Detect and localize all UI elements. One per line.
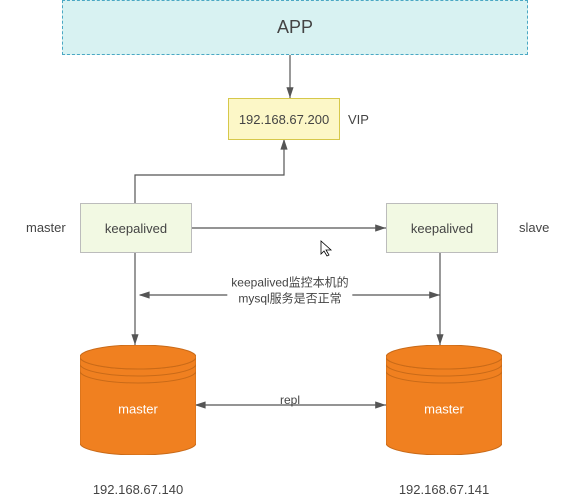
- monitor-line1: keepalived监控本机的: [231, 275, 348, 291]
- db-left-cylinder: master: [80, 345, 196, 455]
- monitor-edge-label: keepalived监控本机的 mysql服务是否正常: [227, 275, 352, 306]
- ip-right-label: 192.168.67.141: [399, 482, 489, 497]
- cylinder-icon: [80, 345, 196, 455]
- monitor-line2: mysql服务是否正常: [231, 291, 348, 307]
- diagram-canvas: APP 192.168.67.200 keepalived keepalived…: [0, 0, 586, 500]
- vip-label: 192.168.67.200: [239, 112, 329, 127]
- db-right-cylinder: master: [386, 345, 502, 455]
- repl-edge-label: repl: [276, 393, 304, 407]
- edge-vip_to_keepalived_left: [135, 140, 284, 203]
- vip-box: 192.168.67.200: [228, 98, 340, 140]
- vip-side-label: VIP: [348, 112, 369, 127]
- db-right-label: master: [424, 401, 464, 416]
- master-side-label: master: [26, 220, 66, 235]
- keepalived-left-box: keepalived: [80, 203, 192, 253]
- slave-side-label: slave: [519, 220, 549, 235]
- db-left-label: master: [118, 401, 158, 416]
- cursor-icon: [320, 240, 334, 263]
- keepalived-right-box: keepalived: [386, 203, 498, 253]
- app-label: APP: [277, 17, 313, 38]
- cylinder-icon: [386, 345, 502, 455]
- keepalived-right-label: keepalived: [411, 221, 473, 236]
- app-box: APP: [62, 0, 528, 55]
- keepalived-left-label: keepalived: [105, 221, 167, 236]
- ip-left-label: 192.168.67.140: [93, 482, 183, 497]
